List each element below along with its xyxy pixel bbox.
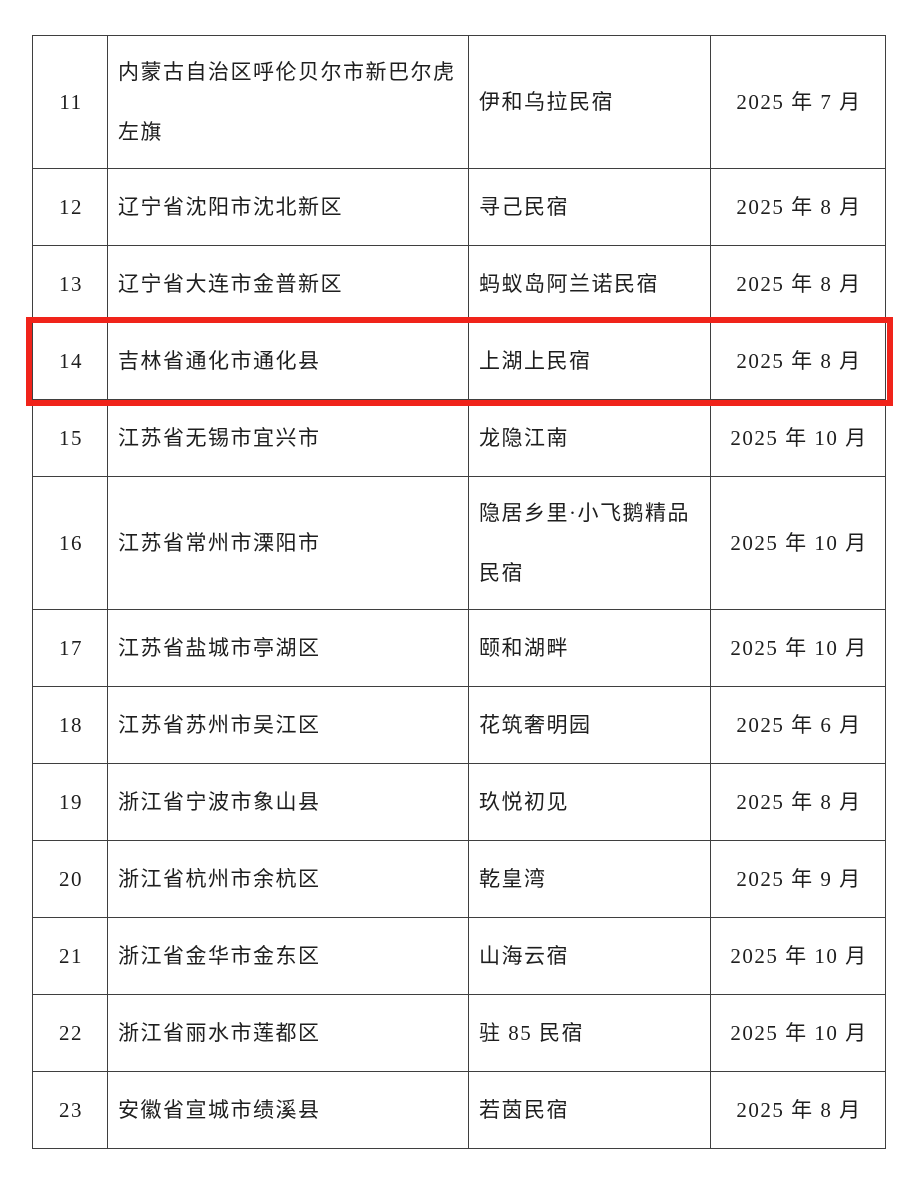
date-cell: 2025 年 10 月 (710, 917, 886, 995)
row-number: 11 (32, 35, 108, 169)
table-row: 22 浙江省丽水市莲都区 驻 85 民宿 2025 年 10 月 (32, 994, 886, 1072)
row-number: 17 (32, 609, 108, 687)
homestay-name-cell: 乾皇湾 (468, 840, 711, 918)
row-number: 19 (32, 763, 108, 841)
table-row: 11 内蒙古自治区呼伦贝尔市新巴尔虎左旗 伊和乌拉民宿 2025 年 7 月 (32, 35, 886, 169)
homestay-name-cell: 蚂蚁岛阿兰诺民宿 (468, 245, 711, 323)
date-cell: 2025 年 8 月 (710, 1071, 886, 1149)
row-number: 20 (32, 840, 108, 918)
region-cell: 江苏省无锡市宜兴市 (107, 399, 469, 477)
table-row: 21 浙江省金华市金东区 山海云宿 2025 年 10 月 (32, 917, 886, 995)
row-number: 13 (32, 245, 108, 323)
date-cell: 2025 年 6 月 (710, 686, 886, 764)
homestay-name-cell: 若茵民宿 (468, 1071, 711, 1149)
homestay-name-cell: 伊和乌拉民宿 (468, 35, 711, 169)
homestay-name-cell: 隐居乡里·小飞鹅精品民宿 (468, 476, 711, 610)
date-cell: 2025 年 8 月 (710, 245, 886, 323)
date-cell: 2025 年 10 月 (710, 399, 886, 477)
region-cell: 江苏省苏州市吴江区 (107, 686, 469, 764)
date-cell: 2025 年 8 月 (710, 763, 886, 841)
row-number: 14 (32, 322, 108, 400)
homestay-name-cell: 驻 85 民宿 (468, 994, 711, 1072)
date-cell: 2025 年 8 月 (710, 322, 886, 400)
region-cell: 江苏省常州市溧阳市 (107, 476, 469, 610)
date-cell: 2025 年 10 月 (710, 476, 886, 610)
row-number: 23 (32, 1071, 108, 1149)
row-number: 22 (32, 994, 108, 1072)
homestay-name-cell: 花筑奢明园 (468, 686, 711, 764)
table-row: 12 辽宁省沈阳市沈北新区 寻己民宿 2025 年 8 月 (32, 168, 886, 246)
homestay-table-body: 11 内蒙古自治区呼伦贝尔市新巴尔虎左旗 伊和乌拉民宿 2025 年 7 月 1… (32, 35, 886, 1149)
date-cell: 2025 年 7 月 (710, 35, 886, 169)
table-row: 13 辽宁省大连市金普新区 蚂蚁岛阿兰诺民宿 2025 年 8 月 (32, 245, 886, 323)
row-number: 21 (32, 917, 108, 995)
homestay-name-cell: 山海云宿 (468, 917, 711, 995)
table-row: 16 江苏省常州市溧阳市 隐居乡里·小飞鹅精品民宿 2025 年 10 月 (32, 476, 886, 610)
table-row: 17 江苏省盐城市亭湖区 颐和湖畔 2025 年 10 月 (32, 609, 886, 687)
homestay-table: 11 内蒙古自治区呼伦贝尔市新巴尔虎左旗 伊和乌拉民宿 2025 年 7 月 1… (32, 35, 886, 1149)
row-number: 12 (32, 168, 108, 246)
date-cell: 2025 年 9 月 (710, 840, 886, 918)
homestay-name-cell: 龙隐江南 (468, 399, 711, 477)
table-row: 18 江苏省苏州市吴江区 花筑奢明园 2025 年 6 月 (32, 686, 886, 764)
region-cell: 辽宁省沈阳市沈北新区 (107, 168, 469, 246)
region-cell: 吉林省通化市通化县 (107, 322, 469, 400)
row-number: 16 (32, 476, 108, 610)
date-cell: 2025 年 8 月 (710, 168, 886, 246)
region-cell: 辽宁省大连市金普新区 (107, 245, 469, 323)
date-cell: 2025 年 10 月 (710, 609, 886, 687)
homestay-name-cell: 上湖上民宿 (468, 322, 711, 400)
table-row: 14 吉林省通化市通化县 上湖上民宿 2025 年 8 月 (32, 322, 886, 400)
region-cell: 浙江省杭州市余杭区 (107, 840, 469, 918)
region-cell: 江苏省盐城市亭湖区 (107, 609, 469, 687)
homestay-name-cell: 玖悦初见 (468, 763, 711, 841)
table-row: 23 安徽省宣城市绩溪县 若茵民宿 2025 年 8 月 (32, 1071, 886, 1149)
date-cell: 2025 年 10 月 (710, 994, 886, 1072)
region-cell: 浙江省宁波市象山县 (107, 763, 469, 841)
table-row: 15 江苏省无锡市宜兴市 龙隐江南 2025 年 10 月 (32, 399, 886, 477)
region-cell: 浙江省金华市金东区 (107, 917, 469, 995)
row-number: 15 (32, 399, 108, 477)
region-cell: 内蒙古自治区呼伦贝尔市新巴尔虎左旗 (107, 35, 469, 169)
row-number: 18 (32, 686, 108, 764)
table-row: 20 浙江省杭州市余杭区 乾皇湾 2025 年 9 月 (32, 840, 886, 918)
region-cell: 浙江省丽水市莲都区 (107, 994, 469, 1072)
homestay-name-cell: 颐和湖畔 (468, 609, 711, 687)
homestay-name-cell: 寻己民宿 (468, 168, 711, 246)
table-row: 19 浙江省宁波市象山县 玖悦初见 2025 年 8 月 (32, 763, 886, 841)
region-cell: 安徽省宣城市绩溪县 (107, 1071, 469, 1149)
